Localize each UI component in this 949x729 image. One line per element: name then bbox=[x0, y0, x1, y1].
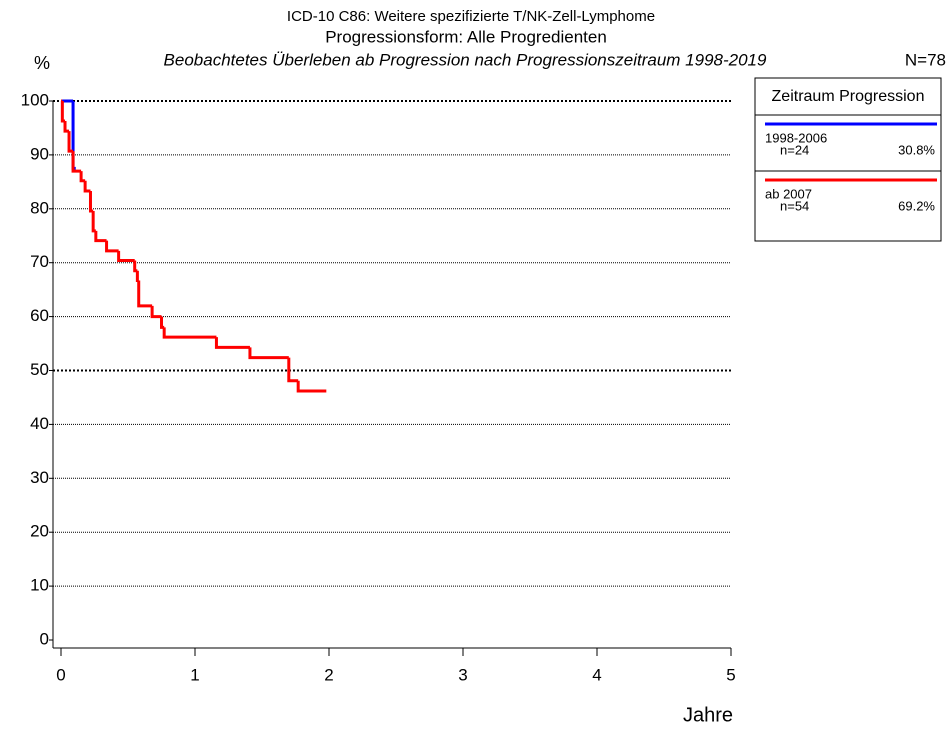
survival-step bbox=[162, 327, 217, 339]
survival-step bbox=[150, 305, 162, 319]
x-tick-label: 2 bbox=[324, 665, 333, 684]
chart-subtitle: Progressionsform: Alle Progredienten bbox=[325, 27, 607, 46]
survival-step bbox=[287, 357, 299, 383]
survival-step bbox=[117, 250, 135, 263]
y-axis-label: % bbox=[34, 53, 50, 73]
legend-box bbox=[754, 77, 942, 242]
legend-share: 69.2% bbox=[898, 198, 935, 213]
survival-step bbox=[60, 101, 66, 123]
y-tick-label: 70 bbox=[30, 252, 49, 271]
y-tick-label: 10 bbox=[30, 576, 49, 595]
x-tick-label: 4 bbox=[592, 665, 601, 684]
total: N=78 bbox=[905, 50, 946, 69]
y-tick-label: 60 bbox=[30, 306, 49, 325]
x-tick-label: 5 bbox=[726, 665, 735, 684]
x-tick-label: 0 bbox=[56, 665, 65, 684]
survival-step bbox=[91, 210, 96, 233]
y-tick-label: 40 bbox=[30, 414, 49, 433]
y-tick-label: 30 bbox=[30, 468, 49, 487]
survival-step bbox=[248, 347, 289, 360]
x-tick-label: 3 bbox=[458, 665, 467, 684]
legend-label: 1998-2006 bbox=[765, 130, 827, 145]
legend-label: ab 2007 bbox=[765, 186, 812, 201]
survival-step bbox=[94, 230, 107, 243]
survival-step bbox=[296, 380, 327, 393]
x-axis-label: Jahre bbox=[683, 704, 733, 726]
survival-step bbox=[214, 337, 250, 349]
survival-step bbox=[79, 171, 86, 183]
y-tick-label: 80 bbox=[30, 198, 49, 217]
caption: Beobachtetes Überleben ab Progression na… bbox=[164, 50, 767, 69]
legend-title: Zeitraum Progression bbox=[772, 88, 925, 105]
survival-step bbox=[63, 120, 70, 133]
legend-count: n=24 bbox=[780, 142, 809, 157]
survival-step bbox=[133, 260, 138, 273]
chart-title: ICD-10 C86: Weitere spezifizierte T/NK-Z… bbox=[287, 8, 655, 25]
x-tick-label: 1 bbox=[190, 665, 199, 684]
survival-step bbox=[71, 151, 82, 173]
survival-step bbox=[83, 180, 91, 193]
survival-step bbox=[135, 270, 139, 282]
legend-count: n=54 bbox=[780, 198, 809, 213]
survival-step bbox=[105, 240, 119, 253]
survival-step bbox=[160, 316, 165, 329]
survival-step bbox=[88, 191, 94, 213]
legend-share: 30.8% bbox=[898, 142, 935, 157]
y-tick-label: 100 bbox=[21, 90, 49, 109]
y-tick-label: 90 bbox=[30, 144, 49, 163]
survival-step bbox=[137, 280, 153, 308]
y-tick-label: 50 bbox=[30, 360, 49, 379]
y-tick-label: 20 bbox=[30, 522, 49, 541]
y-tick-label: 0 bbox=[40, 629, 49, 648]
